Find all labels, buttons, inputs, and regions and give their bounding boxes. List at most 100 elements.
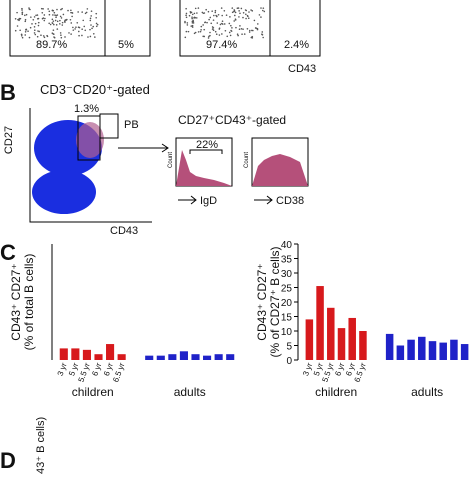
event-dot xyxy=(56,28,59,30)
event-dot xyxy=(224,29,227,32)
event-dot xyxy=(95,12,98,15)
event-dot xyxy=(193,16,196,19)
bar xyxy=(82,349,91,360)
event-dot xyxy=(54,19,57,22)
event-dot xyxy=(236,7,239,10)
event-dot xyxy=(251,35,254,38)
event-dot xyxy=(90,10,93,12)
event-dot xyxy=(237,7,240,9)
event-dot xyxy=(49,23,52,26)
event-dot xyxy=(51,22,54,24)
group-label: adults xyxy=(174,385,206,399)
event-dot xyxy=(53,11,56,14)
event-dot xyxy=(90,24,92,26)
event-dot xyxy=(17,18,19,21)
event-dot xyxy=(194,7,197,10)
event-dot xyxy=(21,11,24,14)
event-dot xyxy=(188,14,191,17)
event-dot xyxy=(185,30,188,33)
event-dot xyxy=(61,21,64,24)
event-dot xyxy=(52,23,55,26)
event-dot xyxy=(75,26,77,28)
event-dot xyxy=(66,18,68,21)
event-dot xyxy=(33,26,36,28)
event-dot xyxy=(242,12,245,14)
event-dot xyxy=(87,36,89,38)
event-dot xyxy=(220,7,223,9)
event-dot xyxy=(214,11,217,14)
gate-name: PB xyxy=(124,119,139,131)
event-dot xyxy=(96,23,99,26)
bar xyxy=(305,319,314,360)
event-dot xyxy=(24,20,27,23)
event-dot xyxy=(89,17,92,20)
histogram-fill xyxy=(252,154,308,186)
event-dot xyxy=(242,28,244,30)
event-dot xyxy=(95,22,98,25)
event-dot xyxy=(221,14,223,17)
event-dot xyxy=(238,10,240,12)
event-dot xyxy=(56,8,58,11)
event-dot xyxy=(185,14,187,17)
event-dot xyxy=(263,10,266,13)
event-dot xyxy=(210,22,213,25)
event-dot xyxy=(43,36,46,39)
event-dot xyxy=(27,30,29,32)
event-dot xyxy=(245,9,248,12)
event-dot xyxy=(258,14,261,16)
event-dot xyxy=(81,34,83,37)
event-dot xyxy=(225,14,228,16)
event-dot xyxy=(89,19,92,22)
event-dot xyxy=(186,22,189,24)
event-dot xyxy=(200,25,203,28)
bar xyxy=(117,354,126,360)
event-dot xyxy=(70,11,72,14)
event-dot xyxy=(78,30,80,33)
arrow xyxy=(118,143,169,153)
event-dot xyxy=(59,15,62,18)
bar xyxy=(71,348,80,360)
y-tick-label: 35 xyxy=(281,255,293,266)
event-dot xyxy=(33,32,36,34)
bar xyxy=(396,345,405,360)
event-dot xyxy=(20,33,23,36)
bar xyxy=(226,354,235,360)
event-dot xyxy=(231,27,233,29)
bar xyxy=(418,336,426,360)
event-dot xyxy=(21,7,23,10)
axis-label: 43⁺ B cells) xyxy=(35,417,47,474)
population xyxy=(32,170,96,214)
event-dot xyxy=(233,10,235,13)
event-dot xyxy=(189,10,192,13)
event-dot xyxy=(238,28,241,31)
group-label: children xyxy=(315,385,357,399)
event-dot xyxy=(81,28,83,31)
event-dot xyxy=(199,30,202,33)
y-tick-label: 0 xyxy=(286,356,292,367)
event-dot xyxy=(217,13,220,16)
group-label: adults xyxy=(411,385,443,399)
event-dot xyxy=(29,26,32,29)
event-dot xyxy=(33,16,36,18)
event-dot xyxy=(206,21,208,24)
event-dot xyxy=(221,33,223,35)
y-tick-label: 5 xyxy=(286,342,292,353)
x-tick-label: 6 yr xyxy=(333,361,346,377)
group-label: children xyxy=(72,385,114,399)
event-dot xyxy=(52,20,55,22)
bar xyxy=(94,354,103,360)
event-dot xyxy=(64,21,66,23)
event-dot xyxy=(208,18,210,21)
event-dot xyxy=(37,21,40,24)
event-dot xyxy=(59,32,62,34)
subgate-title: CD27⁺CD43⁺-gated xyxy=(178,113,286,127)
bar xyxy=(407,339,415,360)
event-dot xyxy=(192,22,195,24)
event-dot xyxy=(248,29,251,32)
event-dot xyxy=(231,11,234,14)
bar xyxy=(348,317,356,360)
event-dot xyxy=(21,36,24,39)
event-dot xyxy=(203,28,206,31)
event-dot xyxy=(28,7,30,9)
event-dot xyxy=(67,9,69,12)
